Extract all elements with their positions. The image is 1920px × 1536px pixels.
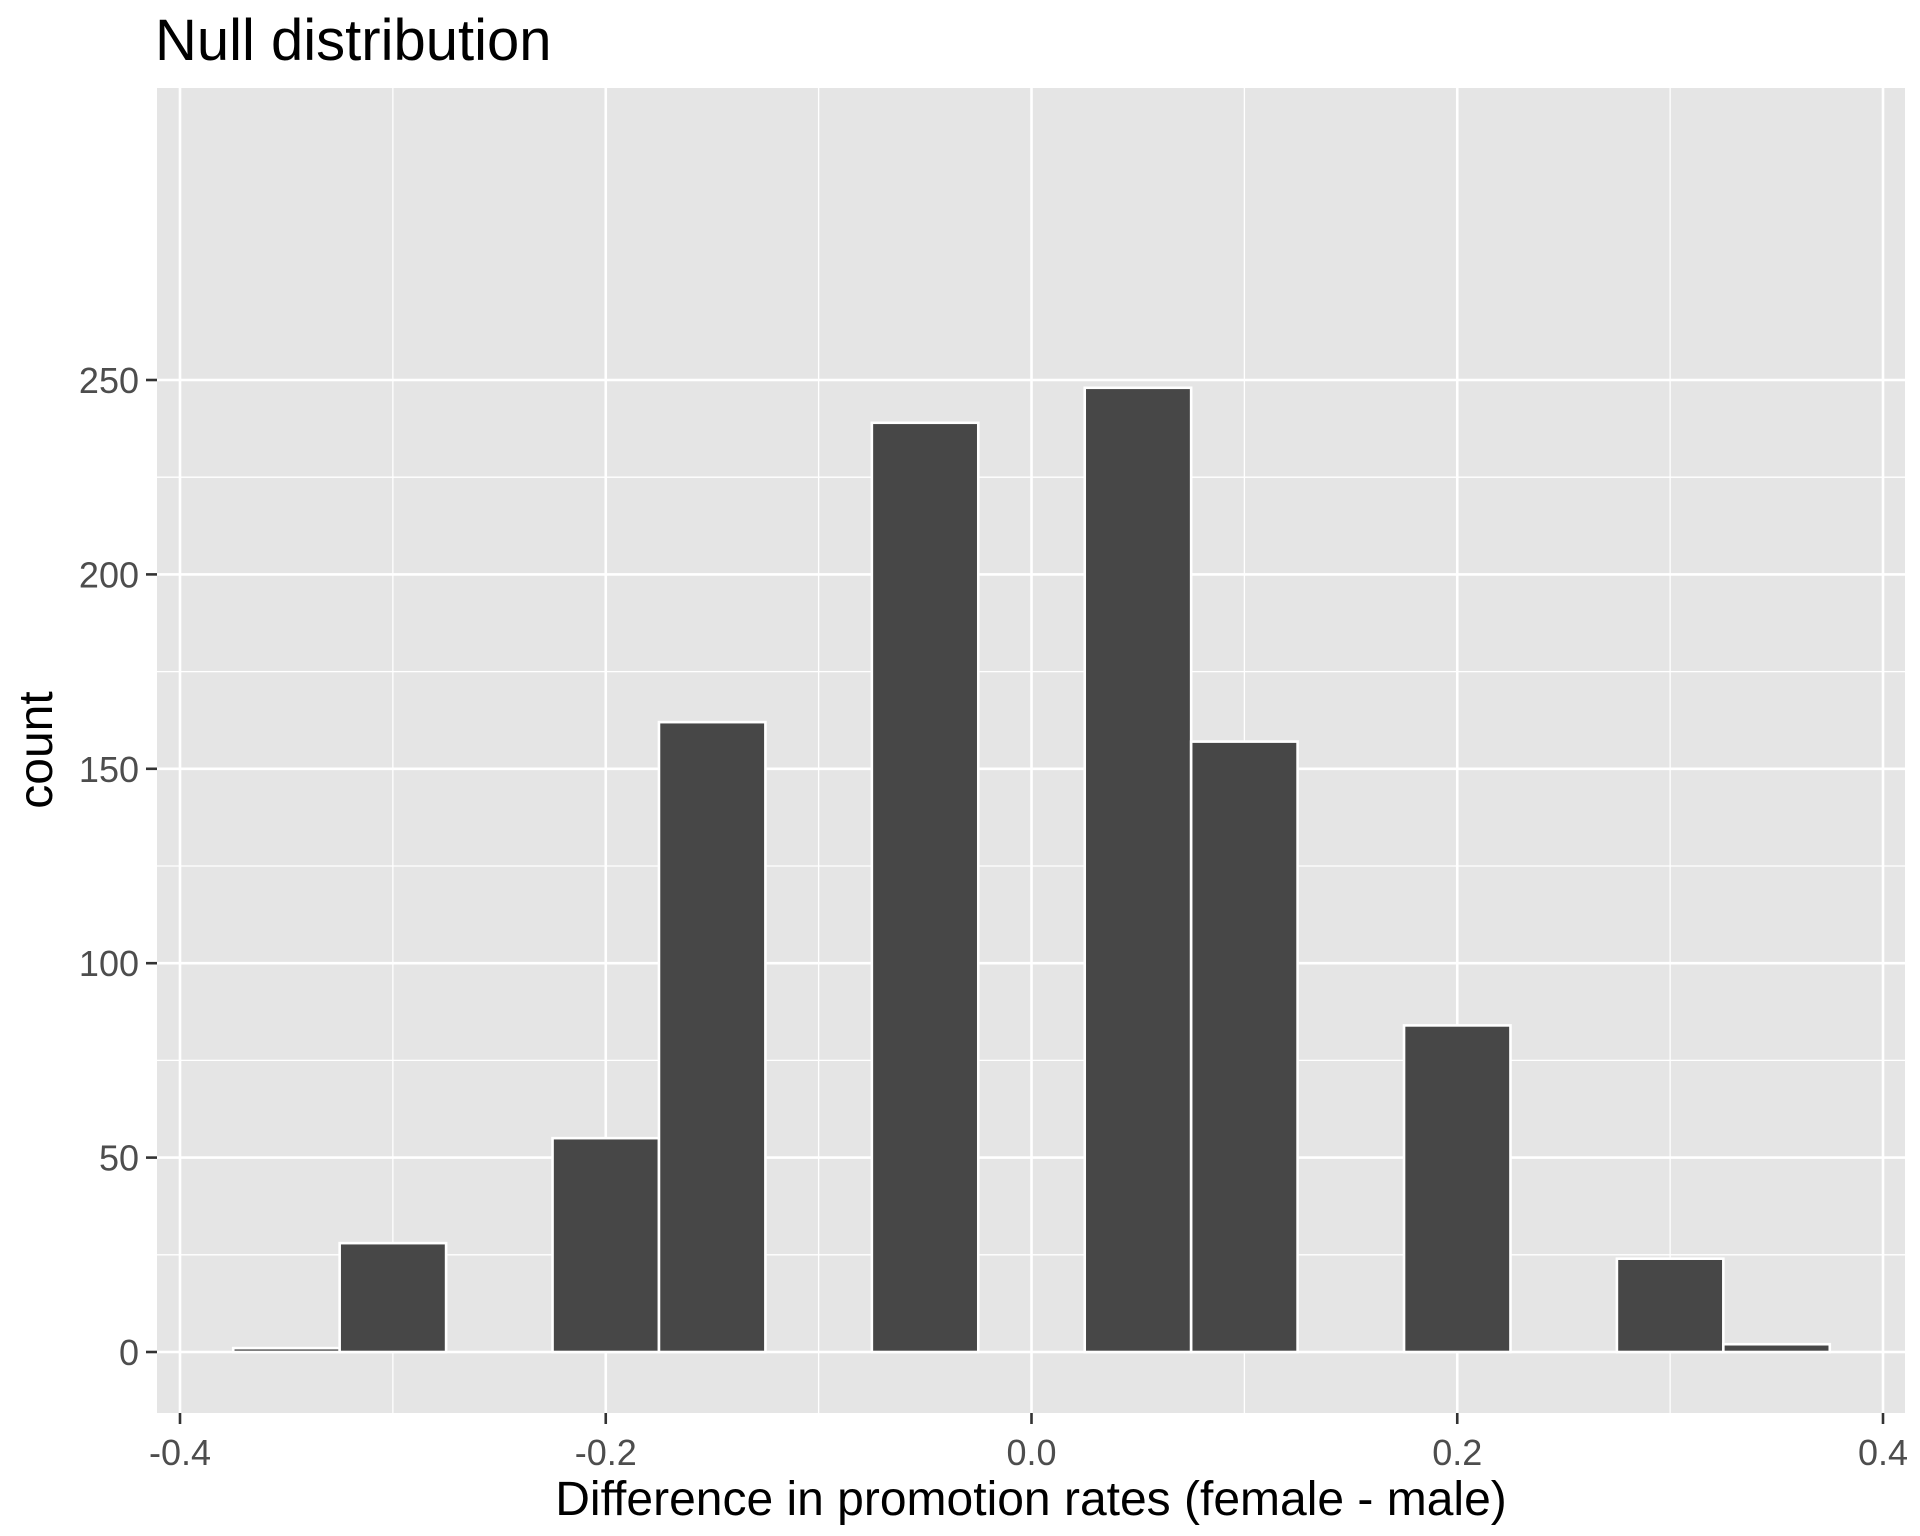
histogram-bar — [1083, 386, 1193, 1354]
x-tick-label: 0.4 — [1858, 1432, 1908, 1473]
x-axis-ticks: -0.4 -0.2 0.0 0.2 0.4 — [149, 1413, 1908, 1473]
histogram-bar — [551, 1136, 661, 1354]
histogram-bar — [1722, 1342, 1832, 1354]
x-tick-label: 0.2 — [1432, 1432, 1482, 1473]
chart-title: Null distribution — [155, 8, 552, 73]
y-tick-label: 250 — [79, 360, 139, 401]
y-axis-ticks: 0 50 100 150 200 250 — [79, 360, 157, 1373]
y-tick-label: 200 — [79, 554, 139, 595]
x-tick-label: 0.0 — [1006, 1432, 1056, 1473]
y-tick-label: 100 — [79, 943, 139, 984]
x-tick-label: -0.4 — [149, 1432, 211, 1473]
y-tick-label: 150 — [79, 749, 139, 790]
histogram-bar — [657, 720, 767, 1354]
histogram-bar — [870, 421, 980, 1354]
y-tick-label: 0 — [119, 1332, 139, 1373]
x-tick-label: -0.2 — [575, 1432, 637, 1473]
y-tick-label: 50 — [99, 1138, 139, 1179]
histogram-bar — [338, 1241, 448, 1354]
histogram-bars — [231, 386, 1832, 1354]
y-axis-title: count — [10, 691, 63, 808]
histogram-bar — [1615, 1257, 1725, 1354]
histogram-bar — [231, 1346, 341, 1354]
x-axis-title: Difference in promotion rates (female - … — [555, 1473, 1507, 1526]
histogram-bar — [1402, 1024, 1512, 1354]
histogram-bar — [1189, 740, 1299, 1354]
